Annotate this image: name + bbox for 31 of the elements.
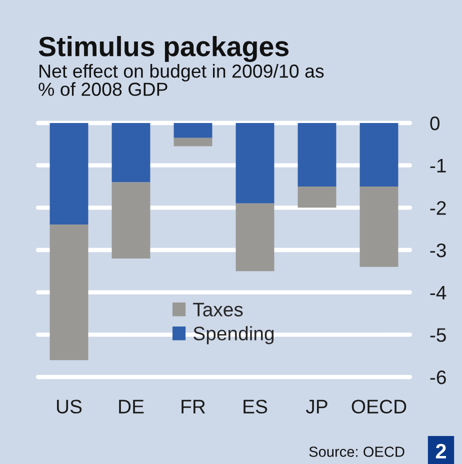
source-note: Source: OECD (309, 446, 404, 457)
legend-label: Spending (194, 326, 274, 344)
y-tick-label: -1 (430, 159, 446, 172)
y-tick-label: 0 (430, 116, 440, 130)
x-tick-label: FR (182, 400, 206, 414)
chart-subtitle: Net effect on budget in 2009/10 as % of 2008 GDP (38, 64, 324, 96)
y-tick-label: -3 (430, 243, 446, 258)
bar (112, 123, 150, 182)
bar (360, 186, 398, 267)
bar (174, 123, 212, 138)
x-tick-label: US (56, 400, 82, 414)
y-tick-label: -5 (430, 328, 446, 342)
legend-label: Taxes (193, 302, 243, 316)
x-tick-label: DE (119, 400, 144, 414)
bar (298, 123, 336, 186)
bar (174, 138, 212, 146)
x-tick-label: OECD (352, 400, 406, 414)
bar (112, 182, 150, 258)
y-tick-label: -2 (430, 201, 446, 215)
bar (360, 123, 398, 186)
bar (50, 123, 88, 225)
bar (236, 203, 274, 272)
bar (50, 224, 88, 360)
text: 2 (436, 444, 446, 458)
x-tick-label: ES (244, 400, 268, 414)
chart-title: Stimulus packages (38, 36, 288, 62)
x-tick-label: JP (306, 400, 328, 414)
bar (236, 123, 274, 204)
y-tick-label: -4 (430, 286, 446, 300)
bar (298, 186, 336, 208)
y-tick-label: -6 (430, 370, 446, 384)
